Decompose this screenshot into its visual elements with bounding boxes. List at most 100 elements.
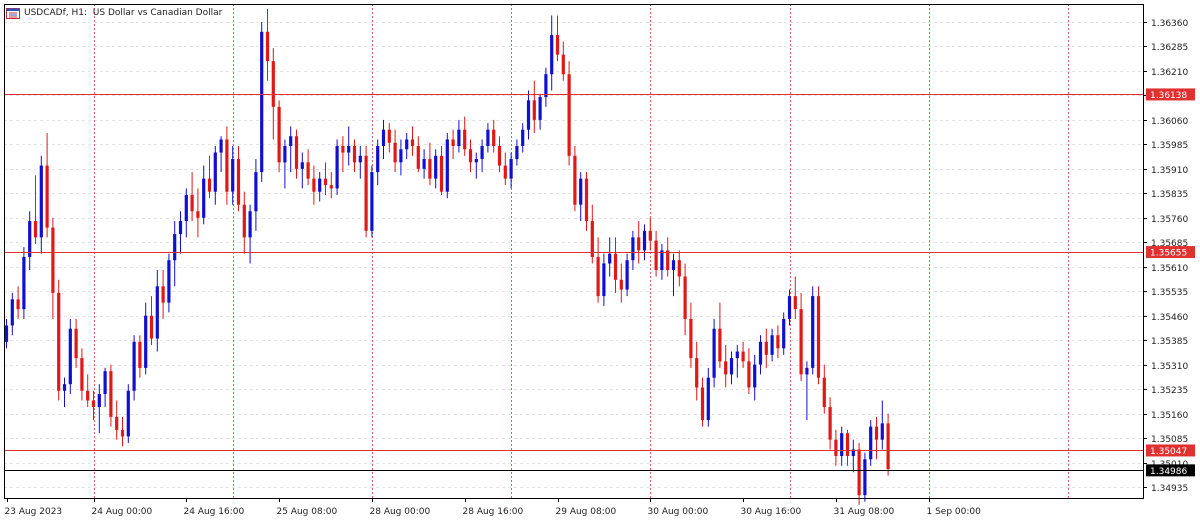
candle-bull <box>671 260 676 270</box>
candle-bear <box>45 165 49 228</box>
candle-bear <box>677 260 681 277</box>
candle-bear <box>428 159 432 179</box>
candle-bear <box>689 318 693 359</box>
candle-bull <box>509 159 513 179</box>
candle-bull <box>869 426 873 460</box>
candle-bull <box>155 286 159 339</box>
candle-bull <box>405 139 409 150</box>
candle-bull <box>660 250 664 270</box>
candle-bear <box>613 253 618 280</box>
candle-bear <box>57 292 61 391</box>
candle-bull <box>144 315 148 368</box>
y-tick-label: 1.35760 <box>1151 215 1188 225</box>
candle-bear <box>120 429 125 437</box>
candle-bull <box>231 159 235 192</box>
candle-bear <box>265 31 270 62</box>
level-price-box <box>1146 246 1195 259</box>
candle-bull <box>422 159 426 169</box>
y-tick-label: 1.35085 <box>1151 435 1188 445</box>
candle-bull <box>538 97 542 120</box>
candle-bear <box>416 146 420 169</box>
candle-bull <box>399 149 403 163</box>
candle-bull <box>248 211 252 238</box>
candle-bear <box>225 139 229 192</box>
candle-bear <box>352 146 357 163</box>
candle-bear <box>654 240 658 270</box>
candle-bull <box>335 146 339 189</box>
candle-bull <box>103 371 107 394</box>
y-tick-label: 1.34935 <box>1151 484 1188 494</box>
candle-bear <box>793 296 797 310</box>
candle-bull <box>376 146 380 173</box>
candle-bull <box>753 364 757 388</box>
candle-bear <box>828 407 832 440</box>
x-tick-label: 24 Aug 16:00 <box>184 507 245 517</box>
candle-bear <box>138 341 142 368</box>
level-price-box <box>1146 444 1195 457</box>
bid-price-box <box>1146 464 1195 477</box>
candle-bull <box>370 172 374 231</box>
y-tick-label: 1.36360 <box>1151 19 1188 29</box>
x-tick-label: 30 Aug 16:00 <box>741 507 802 517</box>
candle-bear <box>637 237 641 251</box>
candle-bear <box>242 204 246 238</box>
candle-bull <box>445 139 449 192</box>
candle-bull <box>515 146 519 160</box>
x-tick-label: 23 Aug 2023 <box>5 507 63 517</box>
chart-title: USDCADf, H1: US Dollar vs Canadian Dolla… <box>6 6 222 20</box>
candle-bear <box>799 309 803 375</box>
x-tick-label: 31 Aug 08:00 <box>834 507 895 517</box>
candle-bear <box>683 276 687 319</box>
candle-bull <box>381 129 386 146</box>
candle-bull <box>642 230 647 251</box>
candle-bull <box>758 341 763 365</box>
candle-bull <box>787 296 792 319</box>
candle-bull <box>358 155 362 163</box>
candle-bull <box>880 423 884 440</box>
candle-bear <box>497 146 502 166</box>
candle-bull <box>729 358 734 375</box>
candle-bear <box>567 74 571 156</box>
candle-bear <box>410 139 415 146</box>
chart-symbol: USDCADf <box>24 8 66 18</box>
x-tick-label: 25 Aug 08:00 <box>277 507 338 517</box>
candle-bear <box>91 400 96 408</box>
candle-bear <box>294 136 299 169</box>
candle-bull <box>579 178 583 205</box>
candle-bear <box>492 129 496 146</box>
candle-bear <box>503 165 507 179</box>
candle-bear <box>86 390 90 401</box>
candle-bull <box>631 237 635 261</box>
y-tick-label: 1.35910 <box>1151 166 1188 176</box>
candle-bull <box>213 152 217 192</box>
candle-bull <box>521 129 525 146</box>
candle-bull <box>770 335 774 355</box>
y-tick-label: 1.35160 <box>1151 411 1188 421</box>
candle-bull <box>126 390 130 437</box>
candle-bull <box>62 384 67 391</box>
y-tick-label: 1.35235 <box>1151 386 1188 396</box>
candle-bull <box>782 318 786 349</box>
chart-description: US Dollar vs Canadian Dollar <box>92 8 223 18</box>
candle-bear <box>857 449 861 496</box>
candle-bear <box>561 54 565 75</box>
candle-bear <box>271 61 275 107</box>
candle-bull <box>811 296 815 368</box>
candle-bull <box>347 146 351 153</box>
candle-bear <box>109 371 113 417</box>
candle-bear <box>463 129 467 150</box>
level-price-label: 1.35655 <box>1150 249 1187 259</box>
x-tick-label: 28 Aug 00:00 <box>370 507 431 517</box>
y-tick-label: 1.35310 <box>1151 362 1188 372</box>
candle-bear <box>387 129 391 143</box>
candle-bear <box>439 155 444 192</box>
candle-bear <box>695 358 699 388</box>
x-tick-label: 29 Aug 08:00 <box>556 507 617 517</box>
candle-bull <box>4 325 9 342</box>
candle-bear <box>724 361 728 375</box>
chart-timeframe: H1: <box>71 8 88 18</box>
candle-bear <box>393 142 397 163</box>
candle-bear <box>364 155 368 231</box>
candle-bear <box>619 279 623 290</box>
